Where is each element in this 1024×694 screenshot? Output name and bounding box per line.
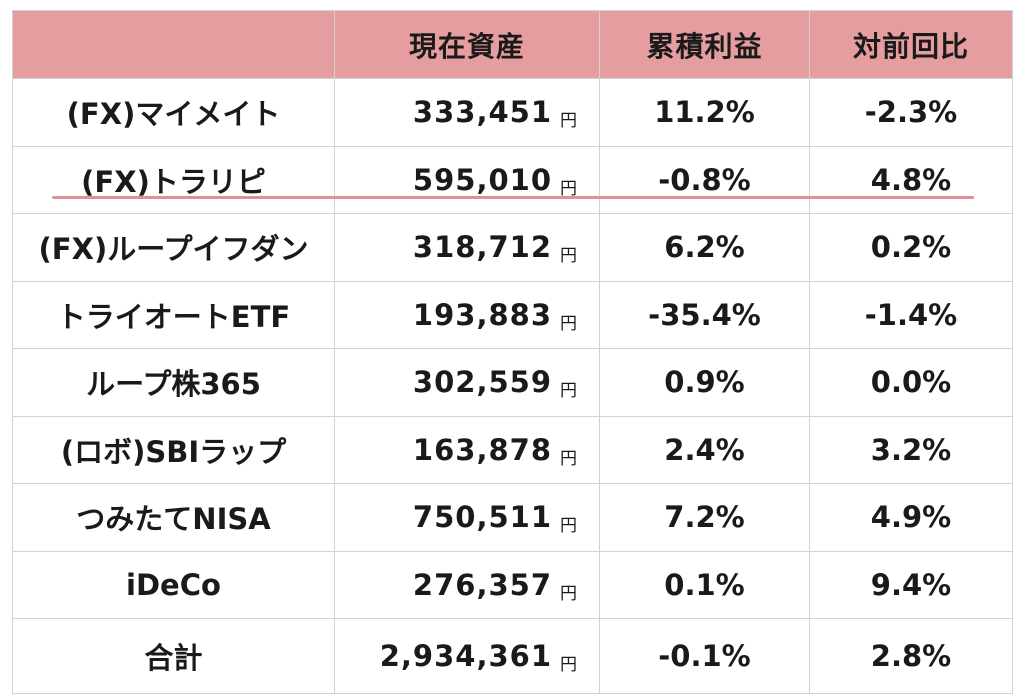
header-row: 現在資産 累積利益 対前回比 (12, 10, 1013, 79)
row-name: つみたてNISA (12, 483, 335, 552)
table-row: ループ株365 302,559 円 0.9% 0.0% (12, 348, 1013, 417)
amount-value: 318,712 (412, 230, 552, 265)
row-change: 0.2% (809, 213, 1013, 282)
yen-unit: 円 (560, 381, 577, 402)
table-row: つみたてNISA 750,511 円 7.2% 4.9% (12, 483, 1013, 552)
yen-unit: 円 (560, 178, 577, 199)
amount-value: 302,559 (412, 365, 552, 400)
yen-unit: 円 (560, 516, 577, 537)
amount-value: 750,511 (412, 500, 552, 535)
row-cumulative-profit: 0.1% (599, 550, 810, 619)
amount-value: 595,010 (412, 162, 552, 197)
asset-summary-table-container: 現在資産 累積利益 対前回比 (FX)マイメイト 333,451 円 11.2% … (12, 10, 1013, 694)
row-name: (FX)トラリピ (12, 145, 335, 214)
total-change: 2.8% (809, 618, 1013, 694)
row-name: (FX)マイメイト (12, 78, 335, 147)
row-name: ループ株365 (12, 348, 335, 417)
row-change: 3.2% (809, 415, 1013, 484)
row-name: (FX)ループイフダン (12, 213, 335, 282)
amount-value: 2,934,361 (379, 639, 552, 673)
table-row: (FX)トラリピ 595,010 円 -0.8% 4.8% (12, 145, 1013, 214)
total-row: 合計 2,934,361 円 -0.1% 2.8% (12, 618, 1013, 694)
table-row: (ロボ)SBIラップ 163,878 円 2.4% 3.2% (12, 415, 1013, 484)
total-label: 合計 (12, 618, 335, 694)
yen-unit: 円 (560, 313, 577, 334)
total-cumulative-profit: -0.1% (599, 618, 810, 694)
yen-unit: 円 (560, 583, 577, 604)
yen-unit: 円 (560, 448, 577, 469)
amount-value: 276,357 (412, 567, 552, 602)
row-name: (ロボ)SBIラップ (12, 415, 335, 484)
row-cumulative-profit: 7.2% (599, 483, 810, 552)
total-amount: 2,934,361 円 (334, 618, 600, 694)
yen-unit: 円 (560, 246, 577, 267)
row-cumulative-profit: -0.8% (599, 145, 810, 214)
table-row: トライオートETF 193,883 円 -35.4% -1.4% (12, 280, 1013, 349)
highlight-underline (52, 196, 974, 199)
row-cumulative-profit: -35.4% (599, 280, 810, 349)
row-amount: 595,010 円 (334, 145, 600, 214)
asset-summary-table: 現在資産 累積利益 対前回比 (FX)マイメイト 333,451 円 11.2% … (12, 10, 1013, 694)
header-change-vs-previous: 対前回比 (809, 10, 1013, 79)
amount-value: 333,451 (412, 95, 552, 130)
row-amount: 302,559 円 (334, 348, 600, 417)
yen-unit: 円 (560, 111, 577, 132)
row-change: 0.0% (809, 348, 1013, 417)
amount-value: 193,883 (412, 297, 552, 332)
row-name: iDeCo (12, 550, 335, 619)
row-name: トライオートETF (12, 280, 335, 349)
row-cumulative-profit: 2.4% (599, 415, 810, 484)
row-cumulative-profit: 0.9% (599, 348, 810, 417)
row-change: -1.4% (809, 280, 1013, 349)
row-change: -2.3% (809, 78, 1013, 147)
row-amount: 333,451 円 (334, 78, 600, 147)
amount-value: 163,878 (412, 432, 552, 467)
row-amount: 318,712 円 (334, 213, 600, 282)
header-blank (12, 10, 335, 79)
table-row: iDeCo 276,357 円 0.1% 9.4% (12, 550, 1013, 619)
table-row: (FX)マイメイト 333,451 円 11.2% -2.3% (12, 78, 1013, 147)
row-amount: 750,511 円 (334, 483, 600, 552)
row-change: 4.8% (809, 145, 1013, 214)
table-row: (FX)ループイフダン 318,712 円 6.2% 0.2% (12, 213, 1013, 282)
row-amount: 163,878 円 (334, 415, 600, 484)
header-cumulative-profit: 累積利益 (599, 10, 810, 79)
row-change: 9.4% (809, 550, 1013, 619)
row-change: 4.9% (809, 483, 1013, 552)
row-amount: 276,357 円 (334, 550, 600, 619)
header-current-assets: 現在資産 (334, 10, 600, 79)
row-amount: 193,883 円 (334, 280, 600, 349)
yen-unit: 円 (560, 655, 577, 675)
row-cumulative-profit: 11.2% (599, 78, 810, 147)
row-cumulative-profit: 6.2% (599, 213, 810, 282)
